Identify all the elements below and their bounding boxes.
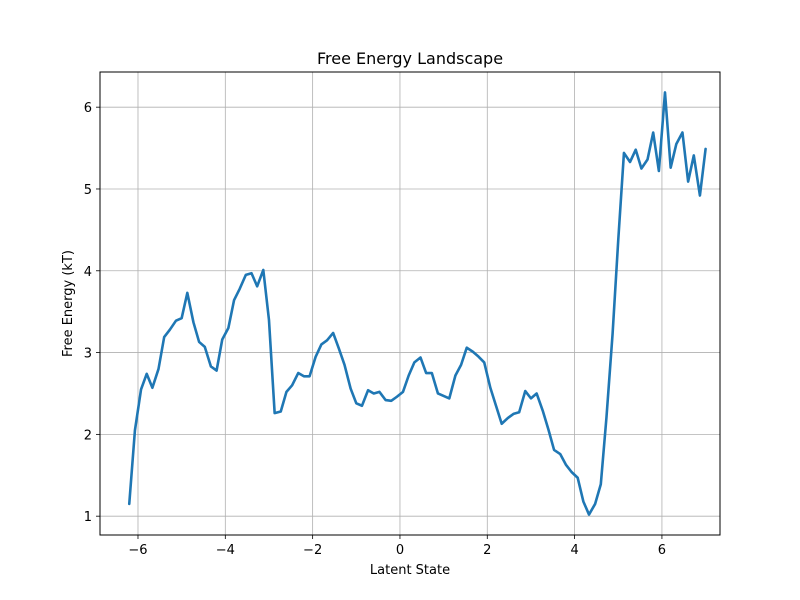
series-layer xyxy=(127,91,707,516)
chart-title: Free Energy Landscape xyxy=(317,49,503,68)
plot-area-frame xyxy=(99,71,721,536)
y-tick-label: 2 xyxy=(84,428,92,443)
x-tick-label: 4 xyxy=(570,543,578,558)
y-tick-label: 1 xyxy=(84,510,92,525)
axis-ticks: −6 −4 −2 0 2 4 6 1 2 3 4 5 6 xyxy=(84,101,666,558)
y-tick-label: 6 xyxy=(84,101,92,116)
x-tick-label: 0 xyxy=(396,543,404,558)
x-tick-label: 6 xyxy=(658,543,666,558)
x-tick-label: 2 xyxy=(483,543,491,558)
x-axis-label: Latent State xyxy=(370,563,450,578)
x-tick-label: −2 xyxy=(303,543,322,558)
x-tick-label: −4 xyxy=(216,543,235,558)
x-tick-label: −6 xyxy=(128,543,147,558)
series-line xyxy=(127,91,707,516)
y-axis-label: Free Energy (kT) xyxy=(61,250,76,357)
y-tick-label: 5 xyxy=(84,183,92,198)
y-tick-label: 4 xyxy=(84,265,92,280)
y-tick-label: 3 xyxy=(84,347,92,362)
